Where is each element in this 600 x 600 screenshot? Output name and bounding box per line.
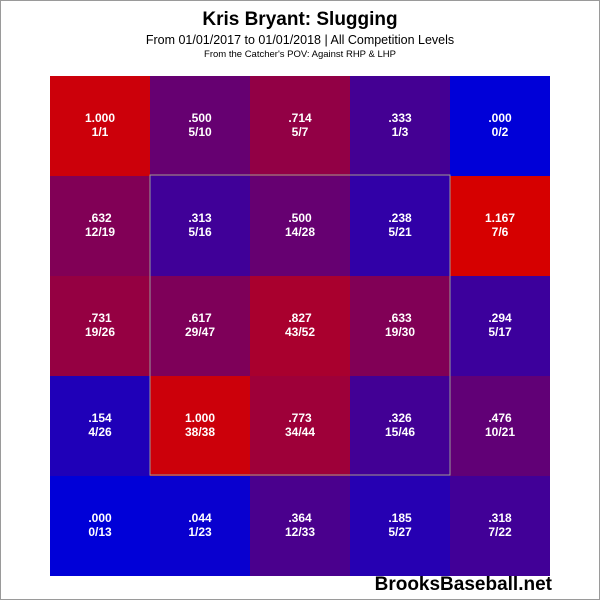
cell-count-label: 0/13: [88, 525, 112, 539]
chart-subtitle: From 01/01/2017 to 01/01/2018 | All Comp…: [145, 33, 455, 47]
cell-value-label: .154: [88, 411, 112, 425]
heatmap-cell-r3-c0: [50, 376, 150, 476]
cell-count-label: 12/33: [285, 525, 315, 539]
cell-count-label: 7/22: [488, 525, 512, 539]
heatmap-cell-r4-c4: [450, 476, 550, 576]
cell-value-label: .633: [388, 311, 412, 325]
heatmap-cell-r2-c3: [350, 276, 450, 376]
cell-count-label: 1/3: [392, 125, 409, 139]
heatmap-cell-r3-c1: [150, 376, 250, 476]
heatmap-cell-r2-c0: [50, 276, 150, 376]
brooks-baseball-watermark: BrooksBaseball.net: [374, 574, 552, 595]
cell-count-label: 4/26: [88, 425, 112, 439]
cell-count-label: 10/21: [485, 425, 515, 439]
heatmap-cell-r1-c4: [450, 176, 550, 276]
heatmap-cell-r0-c0: [50, 76, 150, 176]
cell-count-label: 1/1: [92, 125, 109, 139]
cell-count-label: 15/46: [385, 425, 415, 439]
cell-value-label: .185: [388, 511, 412, 525]
cell-count-label: 5/7: [292, 125, 309, 139]
cell-value-label: .617: [188, 311, 212, 325]
heatmap-cell-r3-c4: [450, 376, 550, 476]
cell-value-label: 1.167: [485, 211, 515, 225]
cell-value-label: .294: [488, 311, 512, 325]
cell-count-label: 14/28: [285, 225, 315, 239]
heatmap-cell-r4-c1: [150, 476, 250, 576]
cell-value-label: .044: [188, 511, 212, 525]
cell-count-label: 38/38: [185, 425, 215, 439]
chart-title: Kris Bryant: Slugging: [202, 9, 398, 30]
cell-count-label: 19/30: [385, 325, 415, 339]
heatmap-cell-r2-c1: [150, 276, 250, 376]
cell-count-label: 5/17: [488, 325, 512, 339]
cell-count-label: 29/47: [185, 325, 215, 339]
cell-value-label: .000: [488, 111, 512, 125]
cell-value-label: .476: [488, 411, 512, 425]
heatmap-cell-r1-c3: [350, 176, 450, 276]
cell-value-label: .632: [88, 211, 112, 225]
heatmap-cell-r4-c2: [250, 476, 350, 576]
cell-value-label: .000: [88, 511, 112, 525]
heatmap-cell-r1-c0: [50, 176, 150, 276]
heatmap-cell-r2-c2: [250, 276, 350, 376]
cell-value-label: .313: [188, 211, 212, 225]
chart-pov-subtitle: From the Catcher's POV: Against RHP & LH…: [204, 49, 396, 60]
cell-count-label: 19/26: [85, 325, 115, 339]
cell-value-label: .238: [388, 211, 412, 225]
heatmap-cell-r0-c2: [250, 76, 350, 176]
heatmap-cell-r2-c4: [450, 276, 550, 376]
cell-count-label: 5/21: [388, 225, 412, 239]
heatmap-cell-r0-c4: [450, 76, 550, 176]
cell-value-label: .333: [388, 111, 412, 125]
cell-value-label: .318: [488, 511, 512, 525]
cell-count-label: 1/23: [188, 525, 212, 539]
cell-count-label: 5/10: [188, 125, 212, 139]
cell-value-label: .714: [288, 111, 312, 125]
cell-value-label: .500: [288, 211, 312, 225]
heatmap-cell-r0-c3: [350, 76, 450, 176]
cell-count-label: 5/27: [388, 525, 412, 539]
cell-count-label: 0/2: [492, 125, 509, 139]
heatmap-cell-r1-c1: [150, 176, 250, 276]
cell-count-label: 12/19: [85, 225, 115, 239]
cell-value-label: .326: [388, 411, 412, 425]
cell-value-label: .731: [88, 311, 112, 325]
cell-count-label: 43/52: [285, 325, 315, 339]
cell-value-label: .500: [188, 111, 212, 125]
cell-count-label: 5/16: [188, 225, 212, 239]
heatmap-cell-r3-c2: [250, 376, 350, 476]
cell-count-label: 7/6: [492, 225, 509, 239]
heatmap-cell-r1-c2: [250, 176, 350, 276]
heatmap-cell-r4-c0: [50, 476, 150, 576]
cell-value-label: 1.000: [185, 411, 215, 425]
heatmap-cell-r0-c1: [150, 76, 250, 176]
strike-zone-outline: [149, 174, 451, 476]
heatmap-cell-r4-c3: [350, 476, 450, 576]
cell-value-label: 1.000: [85, 111, 115, 125]
cell-count-label: 34/44: [285, 425, 315, 439]
cell-value-label: .364: [288, 511, 312, 525]
heatmap-cell-r3-c3: [350, 376, 450, 476]
cell-value-label: .773: [288, 411, 312, 425]
cell-value-label: .827: [288, 311, 312, 325]
